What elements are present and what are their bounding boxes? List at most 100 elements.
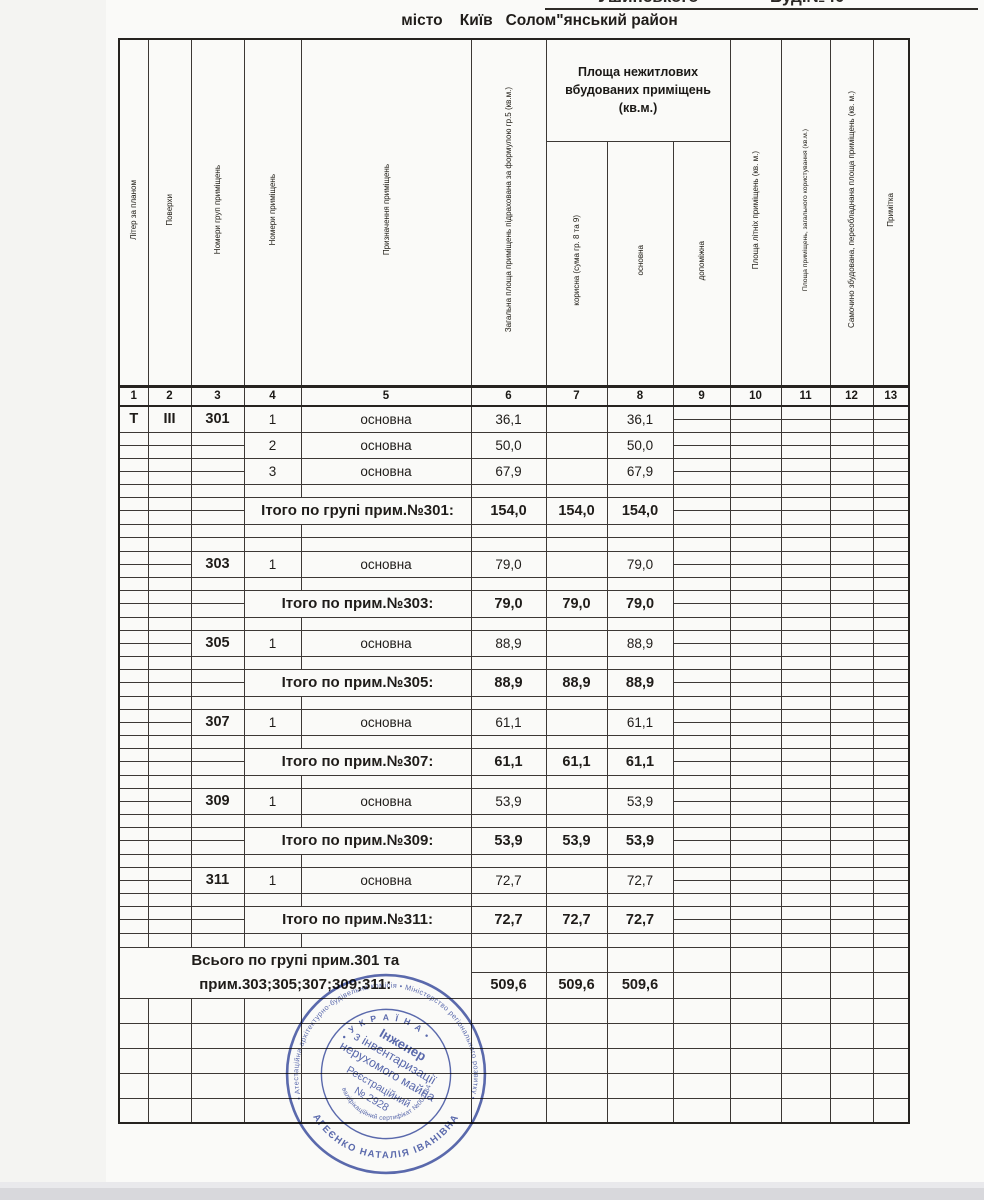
table-cell (872, 496, 910, 525)
table-cell (190, 734, 245, 749)
table-cell (729, 576, 782, 591)
table-cell (545, 616, 608, 631)
table-cell (729, 655, 782, 670)
table-cell (872, 431, 910, 459)
table-cell (672, 905, 731, 934)
table-cell (672, 523, 731, 538)
table-cell (780, 589, 831, 618)
table-cell (118, 668, 149, 697)
round-stamp: • Атестаційна архітектурно-будівельна ко… (283, 968, 487, 1175)
table-cell: 36,1 (606, 405, 674, 433)
table-cell (300, 695, 472, 710)
table-cell (829, 1072, 874, 1099)
column-number: 13 (872, 384, 910, 407)
table-cell (672, 629, 731, 657)
table-cell (829, 853, 874, 868)
table-cell (729, 971, 782, 999)
column-number: 11 (780, 384, 831, 407)
table-cell (470, 734, 547, 749)
column-number: 3 (190, 384, 245, 407)
table-cell (780, 932, 831, 948)
table-cell: 1 (243, 866, 302, 894)
table-cell (243, 695, 302, 710)
table-cell (118, 813, 149, 828)
table-cell (729, 629, 782, 657)
table-cell (829, 457, 874, 485)
table-cell: 303 (190, 550, 245, 578)
table-cell (872, 971, 910, 999)
table-cell (147, 457, 192, 485)
table-cell (300, 932, 472, 948)
table-cell: 79,0 (606, 550, 674, 578)
table-cell (872, 695, 910, 710)
table-cell (118, 1072, 149, 1099)
table-cell (545, 853, 608, 868)
table-cell (780, 892, 831, 907)
table-cell (545, 1022, 608, 1049)
table-cell (872, 826, 910, 855)
table-cell (780, 1022, 831, 1049)
table-cell (147, 892, 192, 907)
table-cell: 53,9 (606, 787, 674, 815)
table-cell (190, 483, 245, 498)
table-cell (470, 523, 547, 538)
table-cell: 311 (190, 866, 245, 894)
table-cell (243, 774, 302, 789)
table-cell (780, 747, 831, 776)
col-header-liter: Літер за планом (118, 38, 149, 387)
table-cell (729, 946, 782, 973)
table-cell (729, 496, 782, 525)
table-cell (829, 655, 874, 670)
table-cell: 1 (243, 629, 302, 657)
table-cell (470, 695, 547, 710)
table-cell (729, 1047, 782, 1074)
table-cell: 53,9 (545, 826, 608, 855)
table-cell (829, 774, 874, 789)
table-cell (545, 523, 608, 538)
table-cell (118, 655, 149, 670)
table-cell: 72,7 (470, 905, 547, 934)
table-cell (190, 892, 245, 907)
table-cell (829, 589, 874, 618)
table-cell (118, 550, 149, 578)
table-cell (147, 629, 192, 657)
table-cell (190, 523, 245, 538)
table-cell (780, 853, 831, 868)
col-header-main-area: основна (606, 140, 674, 387)
table-cell (118, 905, 149, 934)
stamp-outer-ring (285, 973, 487, 1175)
table-cell (829, 1047, 874, 1074)
table-cell (118, 1047, 149, 1074)
table-cell (300, 774, 472, 789)
table-cell (872, 892, 910, 907)
table-cell: 53,9 (470, 826, 547, 855)
table-cell (780, 787, 831, 815)
table-cell (147, 853, 192, 868)
table-cell (780, 576, 831, 591)
table-cell: 88,9 (545, 668, 608, 697)
table-cell (729, 826, 782, 855)
table-cell (147, 431, 192, 459)
table-cell (672, 813, 731, 828)
table-cell (606, 536, 674, 552)
table-cell (780, 708, 831, 736)
table-cell (780, 496, 831, 525)
table-cell (190, 616, 245, 631)
table-cell (545, 1047, 608, 1074)
column-number-row: 1 2 3 4 5 6 7 8 9 10 11 12 13 (118, 384, 910, 407)
table-cell (729, 1072, 782, 1099)
table-cell (606, 1097, 674, 1124)
table-cell (872, 1097, 910, 1124)
table-cell (872, 932, 910, 948)
table-cell (729, 708, 782, 736)
table-cell (190, 853, 245, 868)
table-cell (147, 1072, 192, 1099)
table-cell (243, 523, 302, 538)
table-cell (300, 813, 472, 828)
table-cell (872, 787, 910, 815)
table-cell (829, 1097, 874, 1124)
table-cell (829, 536, 874, 552)
table-cell: Ітого по прим.№307: (243, 747, 472, 776)
table-cell: 61,1 (606, 708, 674, 736)
table-cell (118, 853, 149, 868)
